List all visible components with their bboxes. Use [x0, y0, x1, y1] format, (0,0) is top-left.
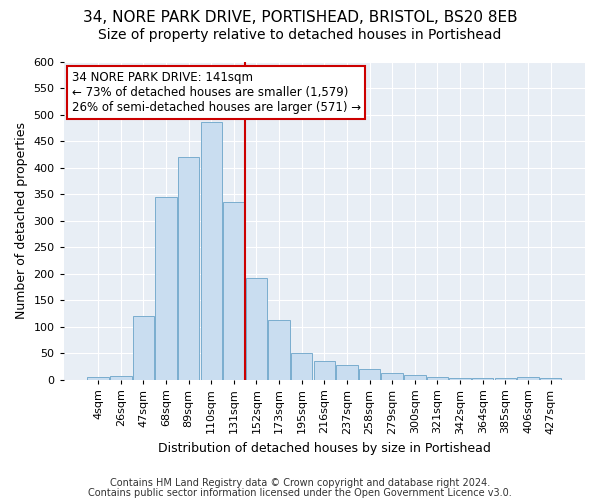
Bar	[359, 369, 380, 380]
Bar	[200, 122, 222, 380]
Bar	[291, 353, 313, 380]
Bar	[336, 364, 358, 380]
Bar	[517, 378, 539, 380]
Text: 34 NORE PARK DRIVE: 141sqm
← 73% of detached houses are smaller (1,579)
26% of s: 34 NORE PARK DRIVE: 141sqm ← 73% of deta…	[71, 71, 361, 114]
Bar	[449, 378, 471, 380]
Bar	[404, 376, 425, 380]
Text: 34, NORE PARK DRIVE, PORTISHEAD, BRISTOL, BS20 8EB: 34, NORE PARK DRIVE, PORTISHEAD, BRISTOL…	[83, 10, 517, 25]
Text: Contains public sector information licensed under the Open Government Licence v3: Contains public sector information licen…	[88, 488, 512, 498]
Bar	[540, 378, 562, 380]
Bar	[155, 196, 177, 380]
Y-axis label: Number of detached properties: Number of detached properties	[15, 122, 28, 319]
Bar	[494, 378, 516, 380]
Bar	[314, 361, 335, 380]
Text: Size of property relative to detached houses in Portishead: Size of property relative to detached ho…	[98, 28, 502, 42]
Bar	[268, 320, 290, 380]
Bar	[110, 376, 131, 380]
Bar	[472, 378, 493, 380]
Bar	[382, 373, 403, 380]
Bar	[223, 202, 245, 380]
Bar	[133, 316, 154, 380]
Bar	[246, 278, 267, 380]
Bar	[88, 378, 109, 380]
Bar	[178, 157, 199, 380]
X-axis label: Distribution of detached houses by size in Portishead: Distribution of detached houses by size …	[158, 442, 491, 455]
Text: Contains HM Land Registry data © Crown copyright and database right 2024.: Contains HM Land Registry data © Crown c…	[110, 478, 490, 488]
Bar	[427, 378, 448, 380]
